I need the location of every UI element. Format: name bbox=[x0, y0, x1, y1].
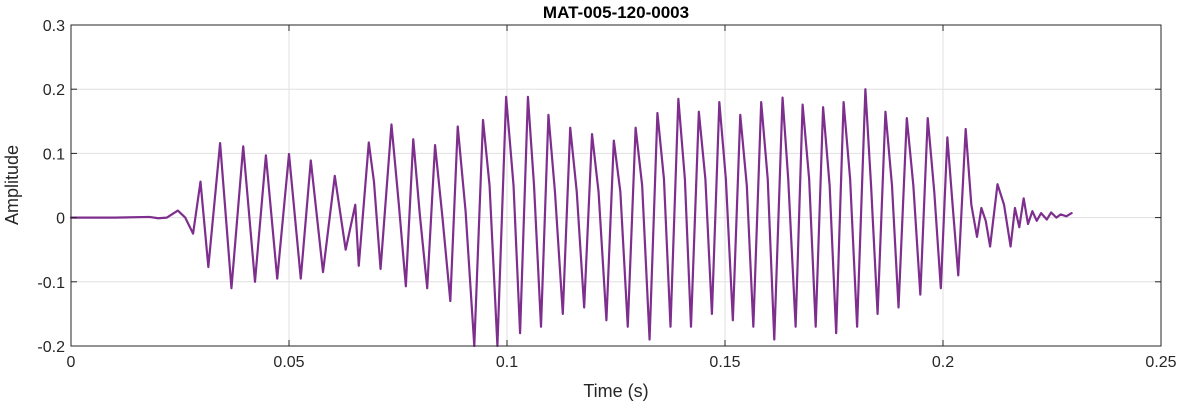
x-tick-label: 0.2 bbox=[932, 354, 954, 371]
plot-area bbox=[71, 25, 1161, 346]
x-tick-label: 0.25 bbox=[1145, 354, 1176, 371]
x-tick-label: 0.1 bbox=[496, 354, 518, 371]
x-tick-label: 0 bbox=[67, 354, 76, 371]
y-tick-label: 0 bbox=[56, 211, 65, 228]
y-tick-label: 0.1 bbox=[43, 146, 65, 163]
y-tick-label: -0.1 bbox=[37, 275, 65, 292]
series-line-0 bbox=[69, 88, 1073, 348]
x-tick-labels: 0 0.05 0.1 0.15 0.2 0.25 bbox=[67, 354, 1177, 371]
y-tick-labels: -0.2 -0.1 0 0.1 0.2 0.3 bbox=[37, 18, 65, 356]
y-axis-label: Amplitude bbox=[2, 145, 22, 225]
x-axis-label: Time (s) bbox=[583, 381, 648, 401]
plot-frame bbox=[70, 24, 1162, 347]
chart-title: MAT-005-120-0003 bbox=[543, 3, 689, 22]
x-tick-label: 0.15 bbox=[709, 354, 740, 371]
x-tick-label: 0.05 bbox=[273, 354, 304, 371]
axis-ticks bbox=[70, 24, 1162, 347]
y-tick-label: -0.2 bbox=[37, 339, 65, 356]
y-tick-label: 0.3 bbox=[43, 18, 65, 35]
y-tick-label: 0.2 bbox=[43, 82, 65, 99]
series-layer bbox=[69, 88, 1073, 348]
